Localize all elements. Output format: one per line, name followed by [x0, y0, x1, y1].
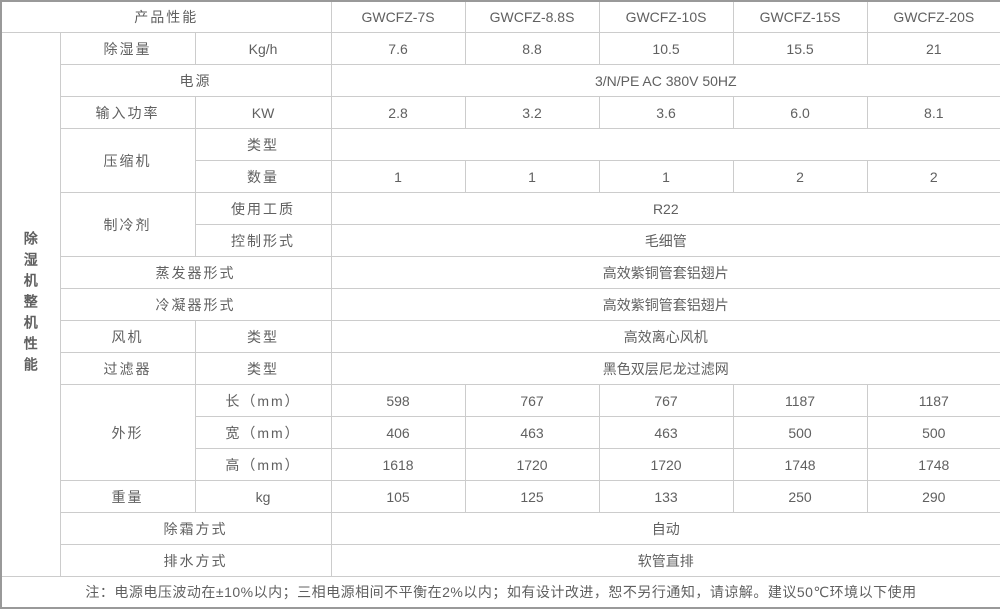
cell-value-refrigerant-medium: R22	[330, 192, 1000, 225]
row-label-dimensions: 外形	[59, 384, 196, 481]
cell-value: 1720	[464, 448, 600, 481]
side-group-label: 除湿机整机性能	[0, 32, 61, 577]
cell-value-refrigerant-control: 毛细管	[330, 224, 1000, 257]
cell-value: 1	[330, 160, 466, 193]
column-header-model-1: GWCFZ-7S	[330, 0, 466, 33]
cell-value: 8.1	[866, 96, 1000, 129]
column-header-model-2: GWCFZ-8.8S	[464, 0, 600, 33]
row-input-power: 输入功率 KW 2.8 3.2 3.6 6.0 8.1	[1, 96, 1000, 129]
cell-value: 463	[598, 416, 734, 449]
row-label-refrigerant: 制冷剂	[59, 192, 196, 257]
unit-dehumidifying-capacity: Kg/h	[194, 32, 332, 65]
cell-value: 125	[464, 480, 600, 513]
column-header-model-3: GWCFZ-10S	[598, 0, 734, 33]
cell-value: 10.5	[598, 32, 734, 65]
row-sublabel-refrigerant-medium: 使用工质	[194, 192, 332, 225]
row-label-evaporator: 蒸发器形式	[59, 256, 332, 289]
cell-value-condenser: 高效紫铜管套铝翅片	[330, 288, 1000, 321]
cell-value-defrost: 自动	[330, 512, 1000, 545]
row-label-defrost: 除霜方式	[59, 512, 332, 545]
row-compressor-type: 压缩机 类型	[1, 128, 1000, 193]
cell-value: 500	[732, 416, 868, 449]
cell-value: 2.8	[330, 96, 466, 129]
cell-value: 15.5	[732, 32, 868, 65]
row-drain: 排水方式 软管直排	[1, 544, 1000, 577]
column-header-model-5: GWCFZ-20S	[866, 0, 1000, 33]
row-label-input-power: 输入功率	[59, 96, 196, 129]
cell-value-fan-type: 高效离心风机	[330, 320, 1000, 353]
column-header-product-performance: 产品性能	[0, 0, 332, 33]
row-sublabel-compressor-quantity: 数量	[194, 160, 332, 193]
row-sublabel-height: 高（mm）	[194, 448, 332, 481]
row-filter: 过滤器 类型 黑色双层尼龙过滤网	[1, 352, 1000, 385]
cell-value: 767	[598, 384, 734, 417]
row-condenser: 冷凝器形式 高效紫铜管套铝翅片	[1, 288, 1000, 321]
row-evaporator: 蒸发器形式 高效紫铜管套铝翅片	[1, 256, 1000, 289]
row-dehumidifying-capacity: 除湿机整机性能 除湿量 Kg/h 7.6 8.8 10.5 15.5 21	[0, 32, 1000, 577]
cell-value: 1187	[732, 384, 868, 417]
cell-value-filter-type: 黑色双层尼龙过滤网	[330, 352, 1000, 385]
row-label-dehumidifying-capacity: 除湿量	[59, 32, 196, 65]
row-dimension-height: 高（mm） 1618 1720 1720 1748 1748	[1, 448, 1000, 481]
cell-value: 3.2	[464, 96, 600, 129]
side-group-label-text: 除湿机整机性能	[22, 231, 39, 378]
header-row: 产品性能 GWCFZ-7S GWCFZ-8.8S GWCFZ-10S GWCFZ…	[0, 0, 1000, 33]
cell-value: 1	[598, 160, 734, 193]
footnote-row: 注：电源电压波动在±10%以内；三相电源相间不平衡在2%以内；如有设计改进，恕不…	[0, 576, 1000, 609]
cell-value: 1	[464, 160, 600, 193]
unit-input-power: KW	[194, 96, 332, 129]
column-header-model-4: GWCFZ-15S	[732, 0, 868, 33]
cell-value: 500	[866, 416, 1000, 449]
cell-value: 1748	[866, 448, 1000, 481]
row-sublabel-width: 宽（mm）	[194, 416, 332, 449]
cell-value: 3.6	[598, 96, 734, 129]
row-label-power-supply: 电源	[59, 64, 332, 97]
row-sublabel-length: 长（mm）	[194, 384, 332, 417]
row-power-supply: 电源 3/N/PE AC 380V 50HZ	[1, 64, 1000, 97]
cell-value-drain: 软管直排	[330, 544, 1000, 577]
footnote-text: 注：电源电压波动在±10%以内；三相电源相间不平衡在2%以内；如有设计改进，恕不…	[0, 576, 1000, 609]
cell-value: 250	[732, 480, 868, 513]
row-fan: 风机 类型 高效离心风机	[1, 320, 1000, 353]
row-label-filter: 过滤器	[59, 352, 196, 385]
row-label-weight: 重量	[59, 480, 196, 513]
cell-value: 7.6	[330, 32, 466, 65]
cell-value: 1720	[598, 448, 734, 481]
cell-value: 598	[330, 384, 466, 417]
row-label-compressor: 压缩机	[59, 128, 196, 193]
cell-value: 21	[866, 32, 1000, 65]
row-label-condenser: 冷凝器形式	[59, 288, 332, 321]
row-sublabel-compressor-type: 类型	[194, 128, 332, 161]
cell-value: 6.0	[732, 96, 868, 129]
row-defrost: 除霜方式 自动	[1, 512, 1000, 545]
row-sublabel-refrigerant-control: 控制形式	[194, 224, 332, 257]
cell-value: 8.8	[464, 32, 600, 65]
row-dimension-width: 宽（mm） 406 463 463 500 500	[1, 416, 1000, 449]
cell-value: 406	[330, 416, 466, 449]
cell-value: 2	[732, 160, 868, 193]
row-refrigerant-medium: 制冷剂 使用工质 R22	[1, 192, 1000, 257]
row-compressor-quantity: 数量 1 1 1 2 2	[1, 160, 1000, 193]
cell-value: 105	[330, 480, 466, 513]
cell-value: 1187	[866, 384, 1000, 417]
row-label-fan: 风机	[59, 320, 196, 353]
row-sublabel-fan-type: 类型	[194, 320, 332, 353]
row-label-drain: 排水方式	[59, 544, 332, 577]
cell-value-power-supply: 3/N/PE AC 380V 50HZ	[330, 64, 1000, 97]
cell-value: 463	[464, 416, 600, 449]
cell-value: 2	[866, 160, 1000, 193]
row-dimension-length: 外形 长（mm） 598 767 767 1187 1187	[1, 384, 1000, 481]
cell-value: 767	[464, 384, 600, 417]
cell-value: 133	[598, 480, 734, 513]
row-sublabel-filter-type: 类型	[194, 352, 332, 385]
row-weight: 重量 kg 105 125 133 250 290	[1, 480, 1000, 513]
cell-value: 290	[866, 480, 1000, 513]
cell-value: 1748	[732, 448, 868, 481]
cell-value-evaporator: 高效紫铜管套铝翅片	[330, 256, 1000, 289]
row-refrigerant-control: 控制形式 毛细管	[1, 224, 1000, 257]
cell-value: 1618	[330, 448, 466, 481]
unit-weight: kg	[194, 480, 332, 513]
cell-value-compressor-type	[330, 128, 1000, 161]
